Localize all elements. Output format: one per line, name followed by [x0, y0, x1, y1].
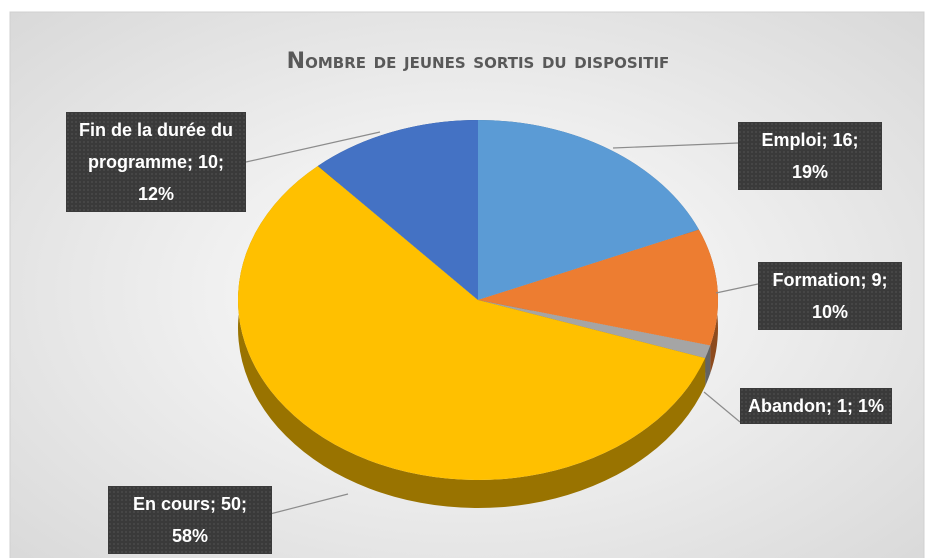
chart-title: Nombre de jeunes sortis du dispositif	[287, 49, 670, 74]
pie-tops	[238, 120, 719, 480]
slice	[317, 120, 478, 300]
data-label: En cours; 50; 58%	[108, 486, 272, 554]
data-label: Fin de la durée du programme; 10; 12%	[66, 112, 246, 212]
leader-line	[245, 131, 381, 163]
leader-line	[715, 283, 759, 294]
data-label: Abandon; 1; 1%	[740, 388, 892, 424]
data-label: Formation; 9; 10%	[758, 262, 902, 330]
leader-line	[703, 391, 741, 423]
leader-line	[269, 493, 349, 515]
slice	[478, 120, 699, 300]
slice	[238, 165, 706, 480]
data-label: Emploi; 16; 19%	[738, 122, 882, 190]
slice	[478, 300, 711, 359]
leader-line	[612, 142, 739, 149]
leader-lines	[245, 131, 759, 515]
slice	[478, 229, 719, 346]
